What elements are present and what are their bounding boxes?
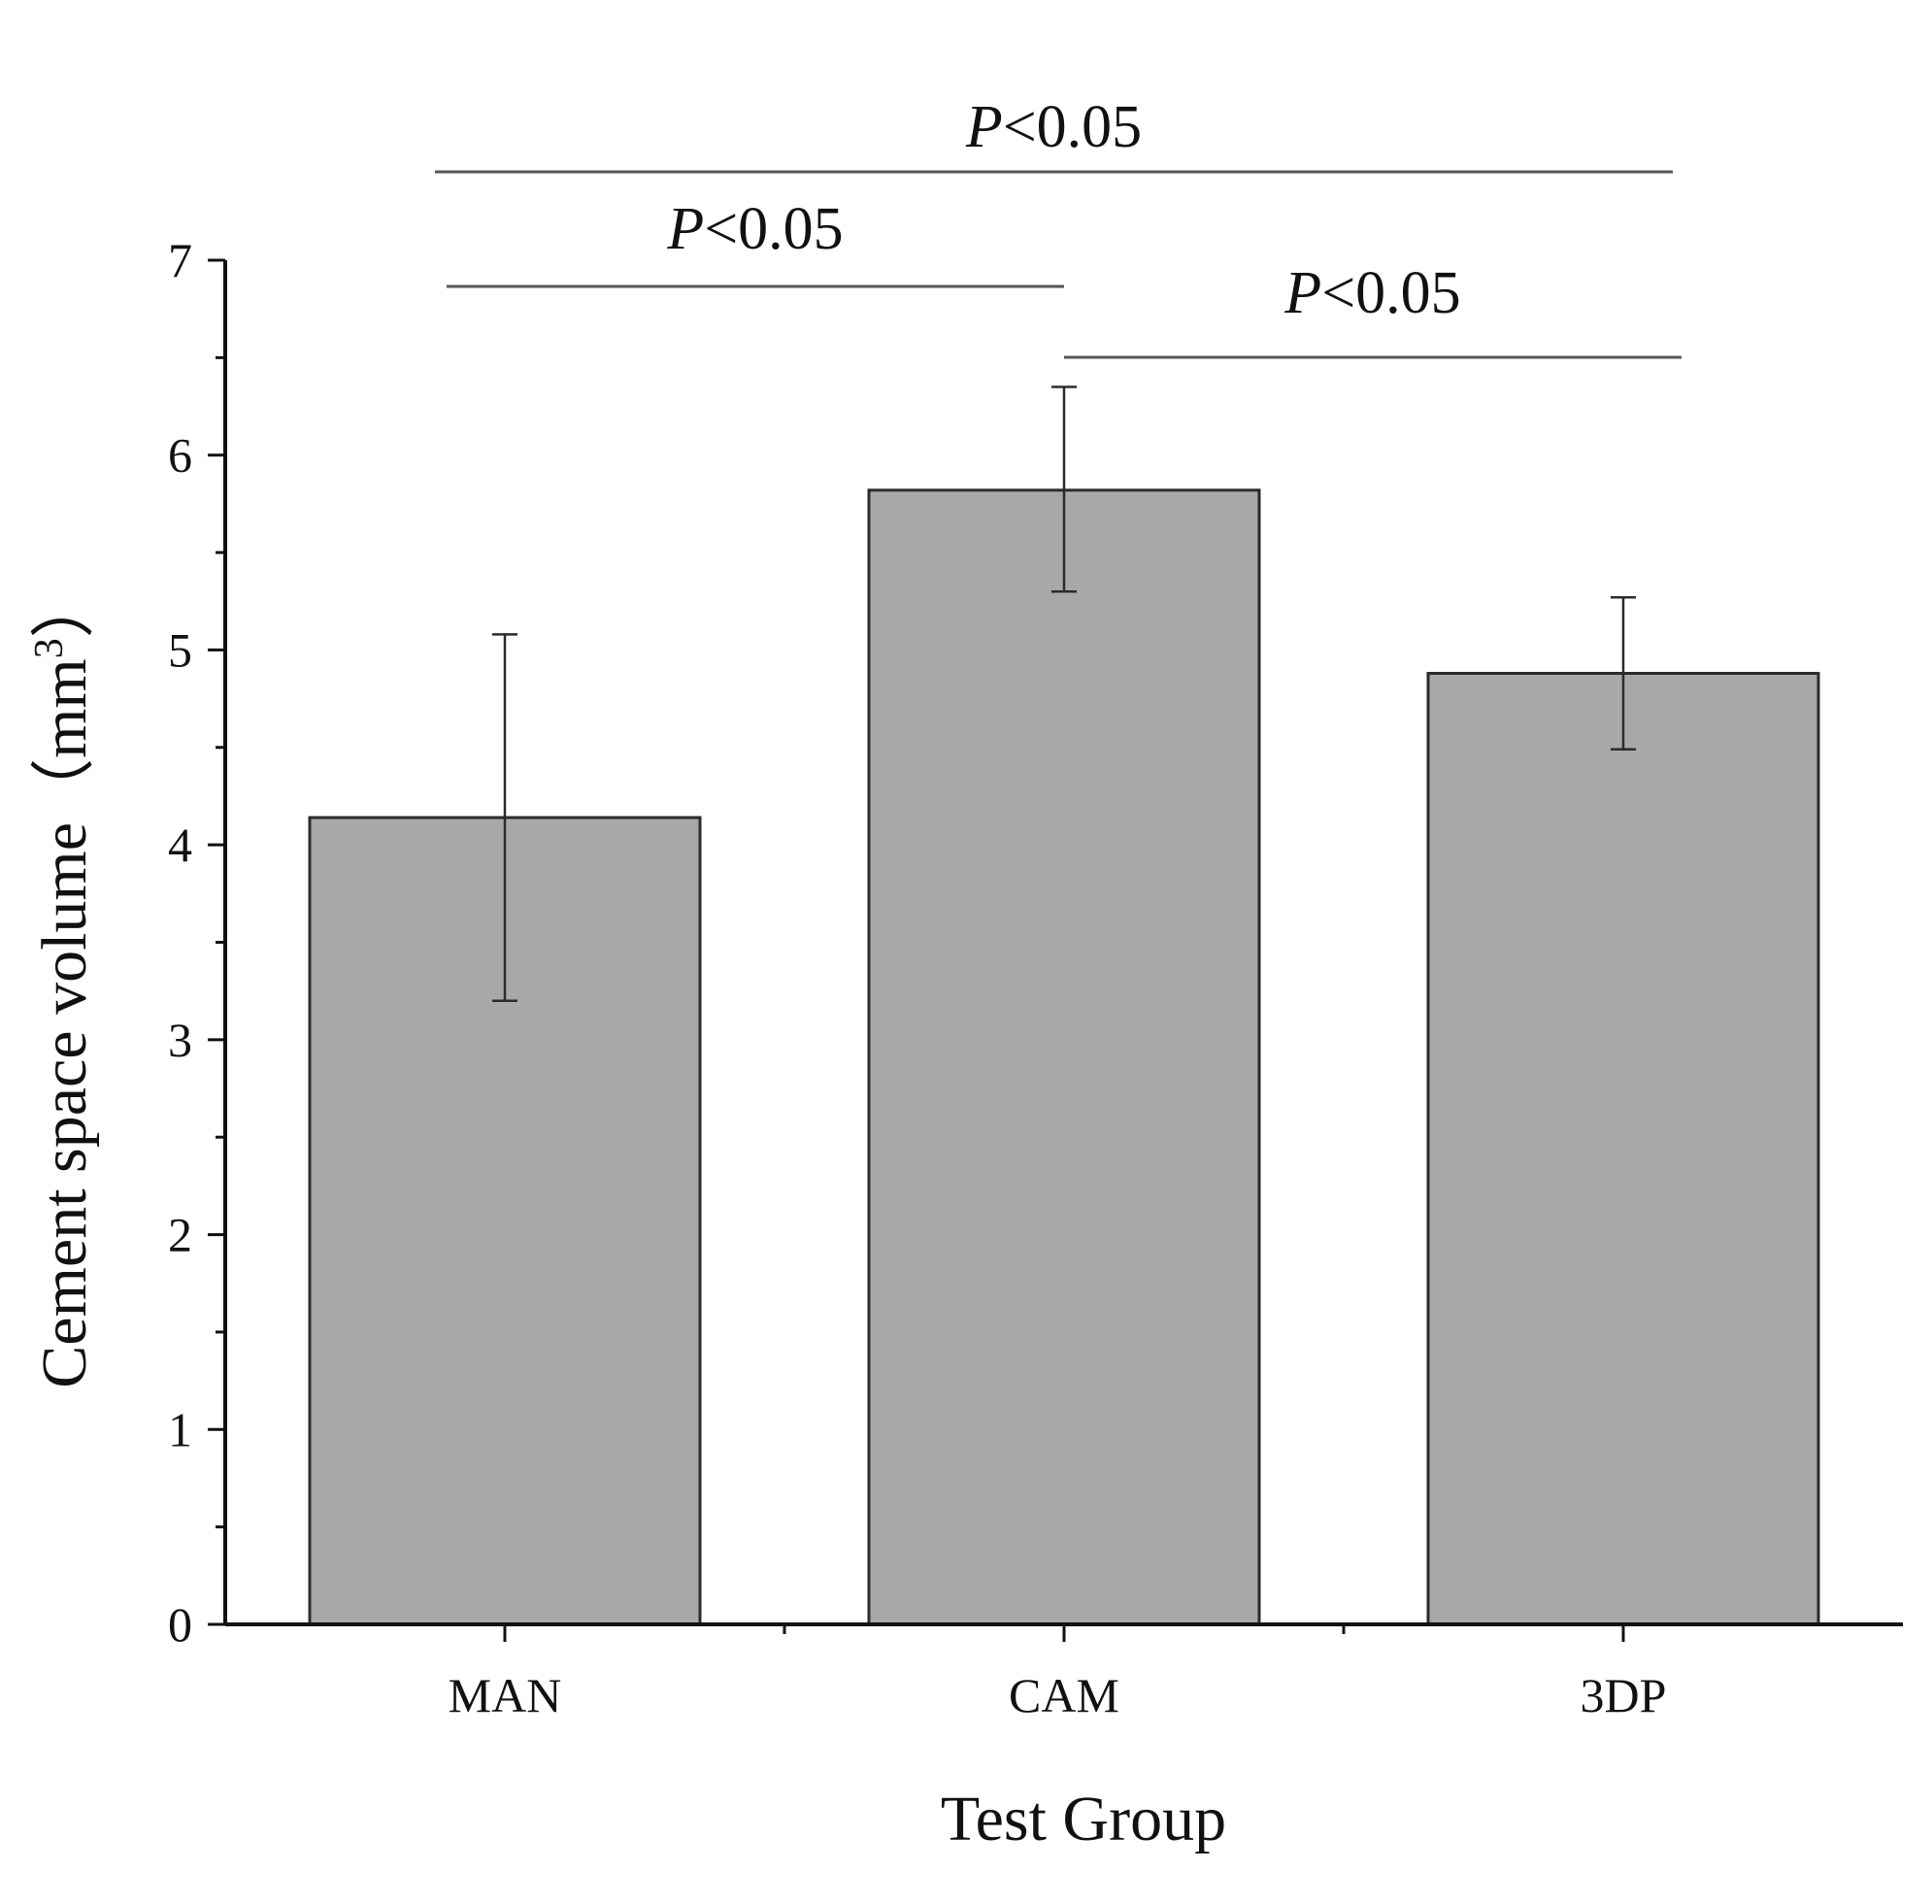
significance-threshold: <0.05 — [1321, 260, 1460, 326]
bars-layer — [308, 488, 1820, 1626]
y-tick-label-3: 3 — [168, 1013, 192, 1067]
y-tick-label-5: 5 — [168, 622, 192, 677]
error-bars-layer — [492, 385, 1636, 1002]
y-axis-title-superscript: 3 — [27, 638, 72, 658]
y-tick-label-7: 7 — [168, 233, 192, 287]
y-tick-label-2: 2 — [168, 1208, 192, 1262]
y-tick-label-0: 0 — [168, 1597, 192, 1652]
y-axis-title-close: ） — [29, 574, 100, 638]
x-ticks-layer: MAN CAM 3DP — [449, 1624, 1667, 1722]
y-axis-title: Cement space volume（mm3） — [27, 574, 100, 1388]
significance-label-3: P<0.05 — [965, 94, 1142, 160]
x-tick-label-3dp: 3DP — [1581, 1668, 1667, 1722]
significance-p-symbol: P — [1283, 260, 1321, 326]
significance-label-2: P<0.05 — [1283, 260, 1460, 326]
significance-label-1: P<0.05 — [666, 196, 843, 262]
significance-layer: P<0.05P<0.05P<0.05 — [435, 94, 1682, 359]
y-axis-title-main: Cement space volume（mm — [29, 658, 100, 1388]
y-tick-label-1: 1 — [168, 1402, 192, 1456]
x-axis-title: Test Group — [941, 1784, 1226, 1854]
bar-cam — [867, 488, 1261, 1626]
y-tick-label-6: 6 — [168, 428, 192, 483]
significance-threshold: <0.05 — [704, 196, 843, 262]
x-tick-label-cam: CAM — [1009, 1668, 1119, 1722]
bar-3dp — [1426, 672, 1820, 1626]
significance-threshold: <0.05 — [1003, 94, 1142, 160]
significance-p-symbol: P — [965, 94, 1003, 160]
y-ticks-layer: 0 1 2 3 4 5 6 7 — [168, 233, 225, 1652]
significance-p-symbol: P — [666, 196, 704, 262]
x-tick-label-man: MAN — [449, 1668, 562, 1722]
y-tick-label-4: 4 — [168, 818, 192, 872]
